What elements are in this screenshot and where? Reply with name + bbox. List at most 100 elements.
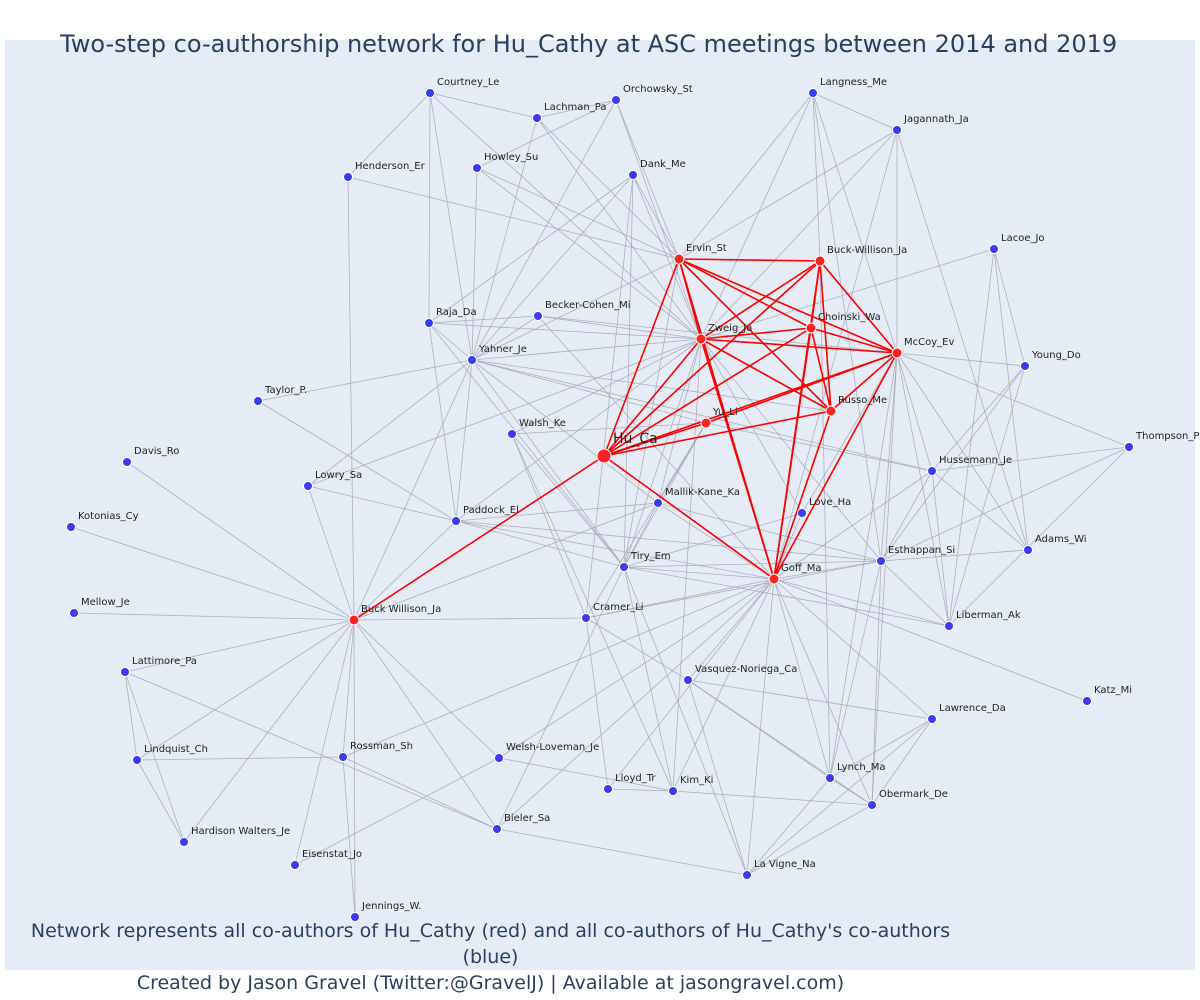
node-label-kim-ki: Kim_Ki [680,775,713,786]
node-katz-mi[interactable] [1082,696,1092,706]
plot-background [5,40,1195,970]
node-russo-me[interactable] [825,405,837,417]
red-edge-ervin-st-mccoy-ev [678,258,898,354]
red-edge-mccoy-ev-yu-li [705,352,898,424]
node-goff-ma[interactable] [768,573,780,585]
node-paddock-el[interactable] [451,516,461,526]
node-cramer-li[interactable] [581,613,591,623]
node-lowry-sa[interactable] [303,481,313,491]
node-becker-cohen-mi[interactable] [533,311,543,321]
node-jennings-w[interactable] [350,912,360,922]
node-lattimore-pa[interactable] [120,667,130,677]
node-yahner-je[interactable] [467,355,477,365]
node-esthappan-si[interactable] [876,556,886,566]
node-adams-wi[interactable] [1023,545,1033,555]
edge-obermark-de-mccoy-ev [871,352,898,806]
chart-title: Two-step co-authorship network for Hu_Ca… [60,30,1118,58]
edge-esthappan-si-zweig-ja [700,338,882,562]
node-tiry-em[interactable] [619,562,629,572]
edge-mallik-kane-ka-buck-willison-ja [353,502,659,621]
node-langness-me[interactable] [808,88,818,98]
edge-paddock-el-buck-willison-ja [353,520,457,621]
node-orchowsky-st[interactable] [611,95,621,105]
node-rossman-sh[interactable] [338,752,348,762]
edge-love-ha-mccoy-ev [801,352,898,514]
node-hu-ca[interactable] [596,448,612,464]
edge-hussemann-je-mccoy-ev [896,352,933,472]
node-label-kotonias-cy: Kotonias_Cy [78,511,139,522]
edge-lattimore-pa-bieler-sa [124,671,498,830]
node-mellow-je[interactable] [69,608,79,618]
red-edge-mccoy-ev-russo-me [830,352,898,412]
edge-kim-ki-goff-ma [672,578,775,792]
node-eisenstat-jo[interactable] [290,860,300,870]
node-lloyd-tr[interactable] [603,784,613,794]
edge-tiry-em-goff-ma [623,566,775,580]
node-yu-li[interactable] [700,417,712,429]
node-kotonias-cy[interactable] [66,522,76,532]
node-mccoy-ev[interactable] [891,347,903,359]
node-zweig-ja[interactable] [695,333,707,345]
node-lachman-pa[interactable] [532,113,542,123]
node-label-lawrence-da: Lawrence_Da [939,703,1006,714]
node-label-lindquist-ch: Lindquist_Ch [144,744,208,755]
node-dank-me[interactable] [628,170,638,180]
edge-cramer-li-buck-willison-ja [353,617,587,621]
node-hardison-walters-je[interactable] [179,837,189,847]
edge-rossman-sh-goff-ma [342,578,775,758]
node-choinski-wa[interactable] [805,322,817,334]
node-thompson-p[interactable] [1124,442,1134,452]
edge-paddock-el-lowry-sa [307,485,457,522]
edge-walsh-ke-yu-li [511,422,707,435]
edge-lachman-pa-zweig-ja [536,117,702,340]
node-buck-willison-ja[interactable] [348,614,360,626]
node-love-ha[interactable] [797,508,807,518]
node-raja-da[interactable] [424,318,434,328]
node-kim-ki[interactable] [668,786,678,796]
edge-orchowsky-st-zweig-ja [615,99,702,340]
node-bieler-sa[interactable] [492,824,502,834]
edge-henderson-er-ervin-st [347,176,680,260]
red-edge-hu-ca-goff-ma [603,455,775,580]
node-taylor-p[interactable] [253,396,263,406]
node-label-henderson-er: Henderson_Er [355,161,426,172]
node-label-vasquez-noriega-ca: Vasquez-Noriega_Ca [695,664,797,675]
node-label-howley-su: Howley_Su [484,152,538,163]
node-young-do[interactable] [1020,361,1030,371]
node-lacoe-jo[interactable] [989,244,999,254]
node-label-zweig-ja: Zweig_Ja [708,323,752,334]
node-lawrence-da[interactable] [927,714,937,724]
edge-lynch-ma-goff-ma [773,578,831,779]
edge-mallik-kane-ka-goff-ma [657,502,775,580]
edge-taylor-p-paddock-el [257,400,457,522]
edge-lawrence-da-goff-ma [773,578,933,720]
edge-becker-cohen-mi-raja-da [428,315,539,324]
edge-henderson-er-buck-willison-ja [347,176,355,621]
node-jagannath-ja[interactable] [892,125,902,135]
edge-dank-me-cramer-li [585,174,634,619]
edge-lawrence-da-obermark-de [871,718,933,806]
edge-lloyd-tr-kim-ki [607,788,674,792]
edge-yahner-je-russo-me [471,359,832,412]
edge-thompson-p-liberman-ak [948,446,1130,627]
node-walsh-ke[interactable] [507,429,517,439]
edge-langness-me-mccoy-ev [812,92,898,354]
node-courtney-le[interactable] [425,88,435,98]
node-vasquez-noriega-ca[interactable] [683,675,693,685]
node-mallik-kane-ka[interactable] [653,498,663,508]
node-henderson-er[interactable] [343,172,353,182]
node-obermark-de[interactable] [867,800,877,810]
edge-orchowsky-st-ervin-st [615,99,680,260]
edge-paddock-el-esthappan-si [455,520,882,562]
node-buck-willison-ja[interactable] [814,255,826,267]
node-lindquist-ch[interactable] [132,755,142,765]
node-ervin-st[interactable] [673,253,685,265]
node-la-vigne-na[interactable] [742,870,752,880]
node-hussemann-je[interactable] [927,466,937,476]
node-lynch-ma[interactable] [825,773,835,783]
node-davis-ro[interactable] [122,457,132,467]
node-welsh-loveman-je[interactable] [494,753,504,763]
node-liberman-ak[interactable] [944,621,954,631]
node-howley-su[interactable] [472,163,482,173]
